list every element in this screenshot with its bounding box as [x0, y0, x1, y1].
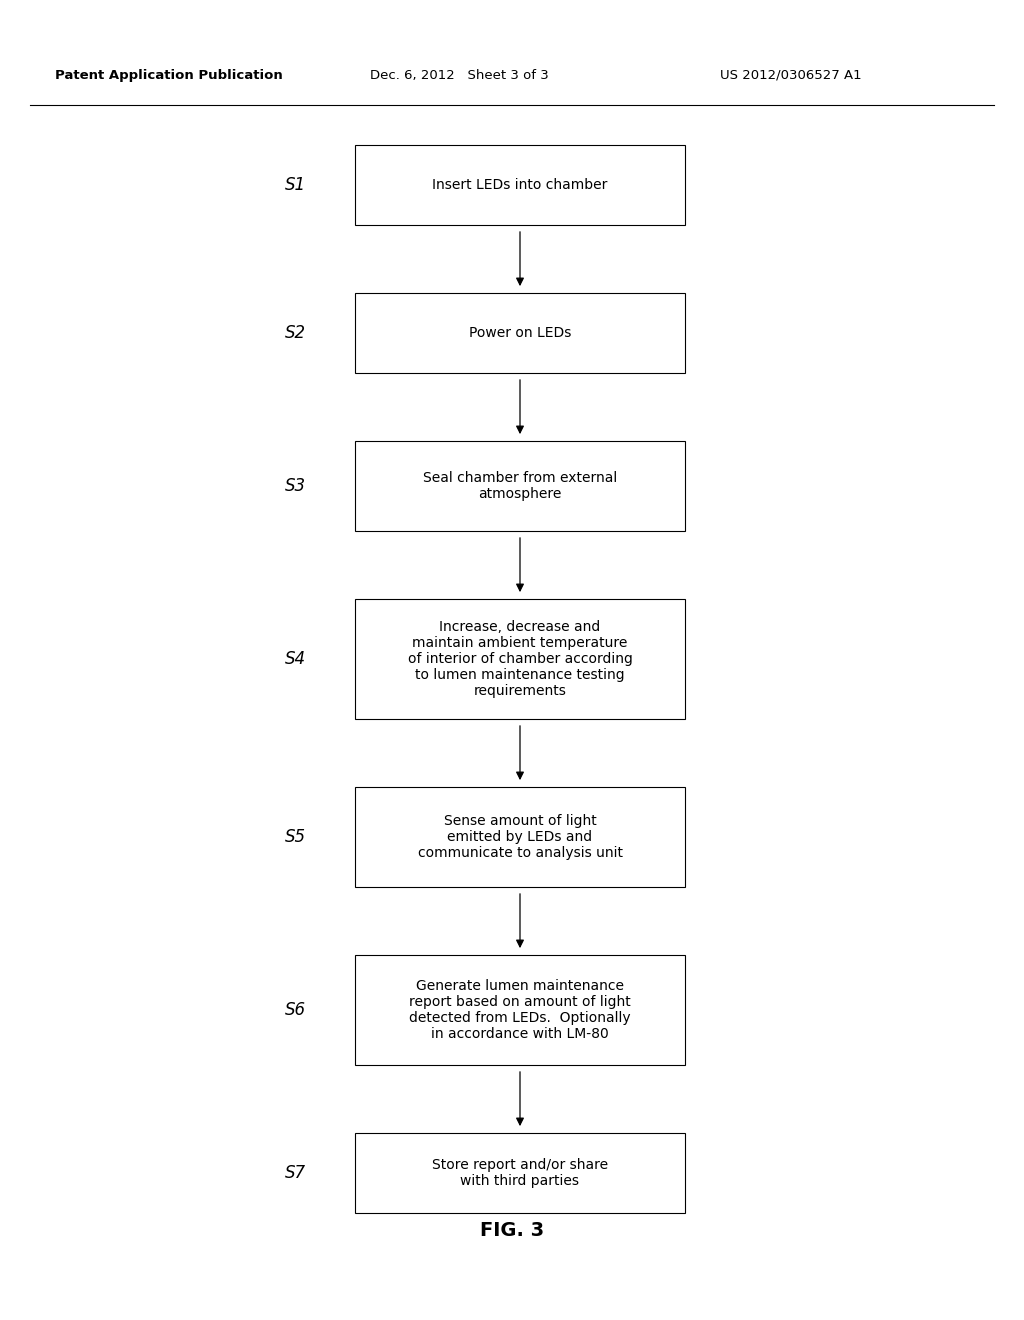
Text: Sense amount of light
emitted by LEDs and
communicate to analysis unit: Sense amount of light emitted by LEDs an… [418, 814, 623, 861]
Bar [355, 599, 685, 719]
Text: Generate lumen maintenance
report based on amount of light
detected from LEDs.  : Generate lumen maintenance report based … [410, 978, 631, 1041]
Text: Seal chamber from external
atmosphere: Seal chamber from external atmosphere [423, 471, 617, 502]
Bar [355, 441, 685, 531]
Text: Patent Application Publication: Patent Application Publication [55, 69, 283, 82]
Text: Increase, decrease and
maintain ambient temperature
of interior of chamber accor: Increase, decrease and maintain ambient … [408, 619, 633, 698]
Bar [355, 954, 685, 1065]
Text: Insert LEDs into chamber: Insert LEDs into chamber [432, 178, 607, 191]
Text: Store report and/or share
with third parties: Store report and/or share with third par… [432, 1158, 608, 1188]
Text: S5: S5 [285, 828, 305, 846]
Bar [355, 787, 685, 887]
Text: US 2012/0306527 A1: US 2012/0306527 A1 [720, 69, 861, 82]
Text: Power on LEDs: Power on LEDs [469, 326, 571, 341]
Bar [355, 1133, 685, 1213]
Text: S1: S1 [285, 176, 305, 194]
Text: S7: S7 [285, 1164, 305, 1181]
Text: S3: S3 [285, 477, 305, 495]
Text: S2: S2 [285, 323, 305, 342]
Text: S6: S6 [285, 1001, 305, 1019]
Text: FIG. 3: FIG. 3 [480, 1221, 544, 1239]
Bar [355, 293, 685, 374]
Bar [355, 145, 685, 224]
Text: S4: S4 [285, 649, 305, 668]
Text: Dec. 6, 2012   Sheet 3 of 3: Dec. 6, 2012 Sheet 3 of 3 [370, 69, 549, 82]
